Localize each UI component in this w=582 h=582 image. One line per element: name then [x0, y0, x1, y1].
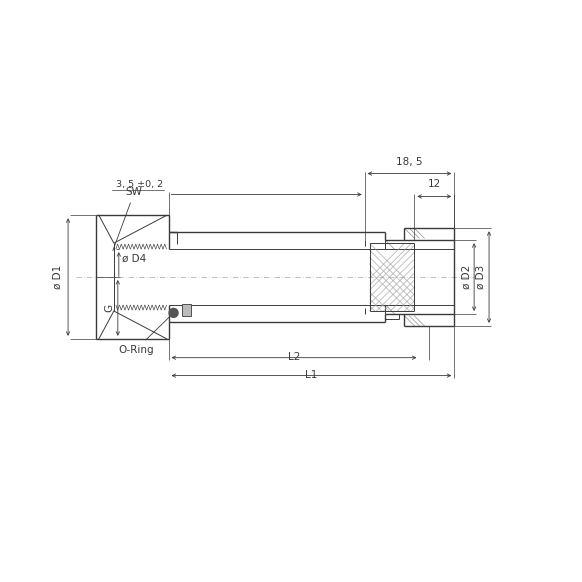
Text: O-Ring: O-Ring — [118, 315, 172, 355]
Text: ø D3: ø D3 — [476, 265, 486, 289]
Text: L1: L1 — [305, 370, 318, 379]
Text: ø D2: ø D2 — [461, 265, 471, 289]
Text: 18, 5: 18, 5 — [396, 157, 423, 166]
Circle shape — [169, 308, 178, 317]
Text: 12: 12 — [428, 179, 441, 190]
Text: ø D4: ø D4 — [122, 253, 146, 263]
Text: ø D1: ø D1 — [53, 265, 63, 289]
Text: L2: L2 — [288, 352, 300, 361]
Text: SW: SW — [113, 187, 143, 251]
Text: G: G — [105, 304, 115, 312]
Bar — [182, 304, 191, 316]
Text: 3, 5 ±0, 2: 3, 5 ±0, 2 — [116, 180, 164, 190]
